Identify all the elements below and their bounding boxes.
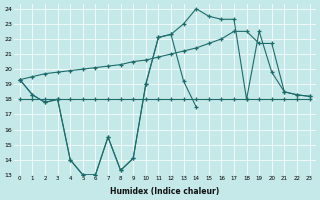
X-axis label: Humidex (Indice chaleur): Humidex (Indice chaleur) xyxy=(110,187,219,196)
